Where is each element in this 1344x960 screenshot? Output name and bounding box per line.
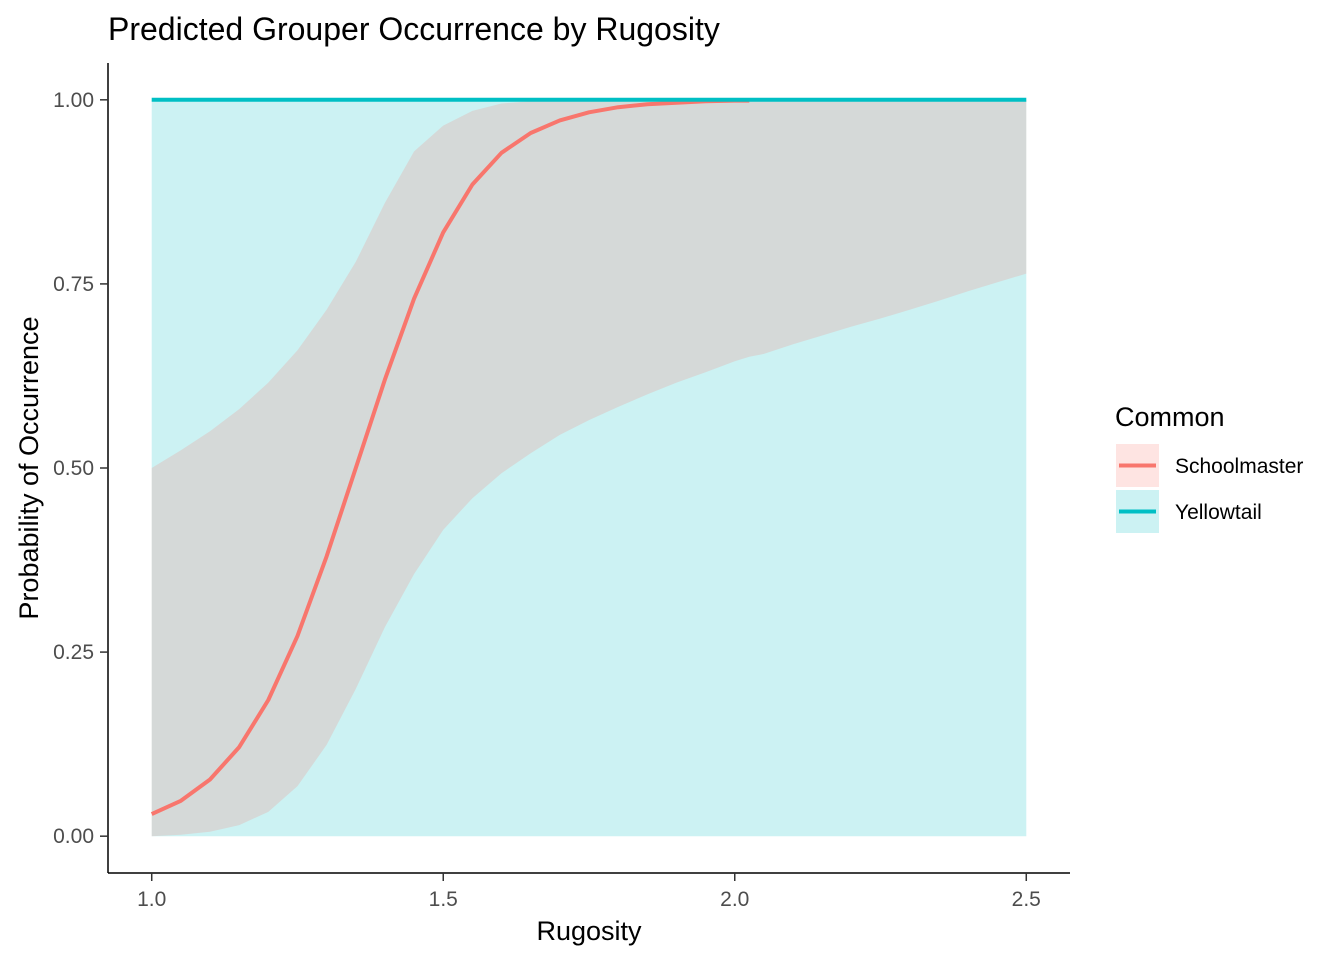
x-tick-label: 1.5 xyxy=(429,888,458,911)
x-axis-title: Rugosity xyxy=(536,916,642,946)
legend-label-schoolmaster: Schoolmaster xyxy=(1175,455,1303,478)
legend-label-yellowtail: Yellowtail xyxy=(1175,501,1262,524)
line-schoolmaster xyxy=(150,98,750,816)
legend-title: Common xyxy=(1115,402,1225,432)
ribbon-schoolmaster xyxy=(151,99,1027,837)
series-lines xyxy=(150,97,1027,816)
legend: Common Schoolmaster Yellowtail xyxy=(1115,402,1303,533)
y-tick-label: 0.75 xyxy=(53,273,94,296)
y-tick-label: 0.00 xyxy=(53,825,94,848)
y-tick-label: 0.50 xyxy=(53,457,94,480)
ribbons xyxy=(151,99,1027,837)
x-ticks: 1.0 1.5 2.0 2.5 xyxy=(137,873,1041,911)
legend-entries: Schoolmaster Yellowtail xyxy=(1116,444,1303,533)
y-tick-label: 0.25 xyxy=(53,641,94,664)
y-axis-title: Probability of Occurrence xyxy=(14,316,44,619)
chart-title: Predicted Grouper Occurrence by Rugosity xyxy=(108,11,720,47)
y-tick-label: 1.00 xyxy=(53,89,94,112)
ribbon-yellowtail xyxy=(151,99,1027,837)
x-tick-label: 2.5 xyxy=(1012,888,1041,911)
x-tick-label: 1.0 xyxy=(137,888,166,911)
y-ticks: 0.00 0.25 0.50 0.75 1.00 xyxy=(53,89,108,848)
x-tick-label: 2.0 xyxy=(720,888,749,911)
